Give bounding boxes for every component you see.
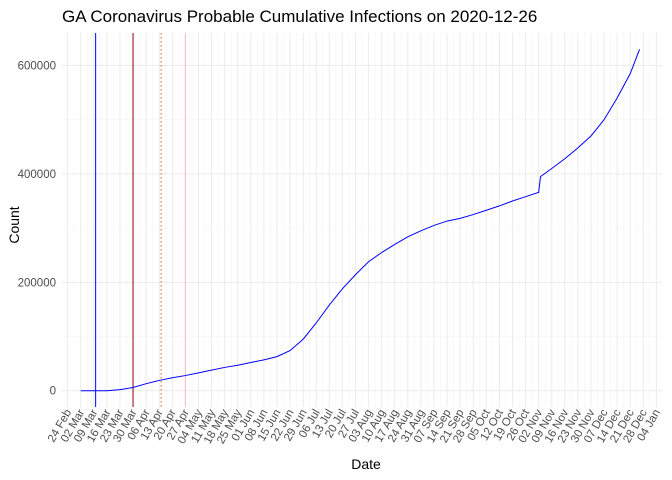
reference-lines [95,33,186,407]
series-line [80,49,641,392]
y-tick-label: 0 [50,386,56,398]
y-axis-tick-labels: 0 200000 400000 600000 [18,61,56,398]
x-axis-title: Date [351,456,381,472]
y-tick-label: 200000 [18,277,56,289]
series-lines [80,49,641,392]
y-tick-label: 600000 [18,61,56,73]
major-gridlines [62,33,662,407]
y-tick-label: 400000 [18,169,56,181]
chart-title: GA Coronavirus Probable Cumulative Infec… [62,7,537,26]
y-axis-title: Count [6,206,22,243]
minor-gridlines [62,33,662,407]
